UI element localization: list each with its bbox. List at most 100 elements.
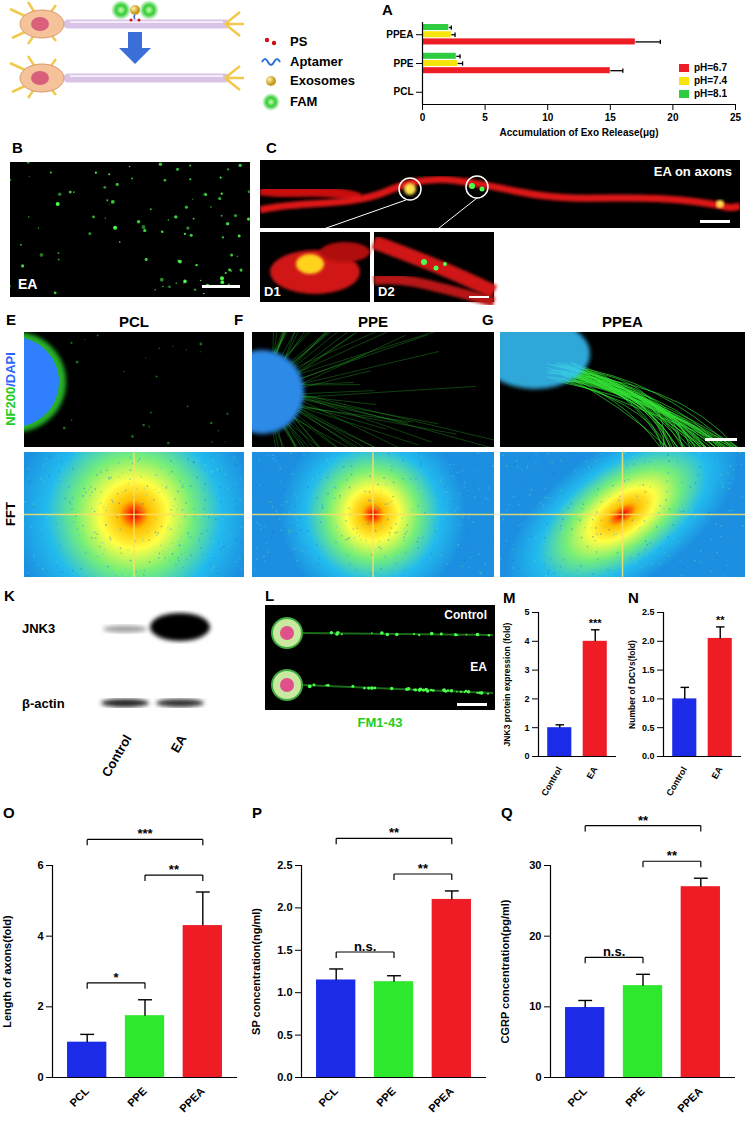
html-text:pH=7.4: pH=7.4 bbox=[693, 75, 727, 86]
svg-text:0.5: 0.5 bbox=[277, 1029, 292, 1041]
svg-text:Control: Control bbox=[539, 765, 564, 798]
svg-text:PCL: PCL bbox=[316, 1085, 340, 1109]
svg-text:PPE: PPE bbox=[125, 1085, 149, 1109]
svg-text:10: 10 bbox=[529, 1000, 541, 1012]
svg-text:PCL: PCL bbox=[394, 86, 414, 97]
svg-text:**: ** bbox=[389, 825, 400, 840]
svg-text:PPEA: PPEA bbox=[177, 1085, 207, 1115]
svg-text:20: 20 bbox=[529, 930, 541, 942]
html-text:K: K bbox=[4, 587, 15, 604]
html-text:FM1-43: FM1-43 bbox=[357, 715, 403, 730]
svg-text:0.5: 0.5 bbox=[642, 723, 655, 733]
svg-text:EA: EA bbox=[18, 276, 37, 292]
html-text:N: N bbox=[628, 589, 639, 606]
svg-text:1.5: 1.5 bbox=[642, 665, 655, 675]
svg-text:**: ** bbox=[418, 861, 429, 876]
svg-text:30: 30 bbox=[529, 859, 541, 871]
svg-text:2.0: 2.0 bbox=[642, 636, 655, 646]
svg-text:***: *** bbox=[589, 617, 603, 629]
html-text:F: F bbox=[234, 311, 244, 328]
svg-text:**: ** bbox=[667, 848, 678, 863]
svg-text:D2: D2 bbox=[378, 284, 395, 299]
html-text:M: M bbox=[503, 589, 516, 606]
svg-text:0: 0 bbox=[37, 1071, 43, 1083]
svg-text:*: * bbox=[114, 970, 120, 985]
svg-text:PPE: PPE bbox=[374, 1085, 398, 1109]
svg-text:n.s.: n.s. bbox=[354, 939, 376, 954]
svg-text:Number of DCVs(fold): Number of DCVs(fold) bbox=[627, 640, 637, 729]
svg-text:EA: EA bbox=[710, 765, 725, 781]
svg-text:FFT: FFT bbox=[3, 502, 18, 526]
svg-text:25: 25 bbox=[730, 112, 742, 123]
html-text:E: E bbox=[6, 311, 16, 328]
svg-text:0.0: 0.0 bbox=[277, 1071, 292, 1083]
svg-text:6: 6 bbox=[37, 859, 43, 871]
html-text:A: A bbox=[382, 1, 393, 18]
svg-text:PS: PS bbox=[290, 34, 308, 49]
svg-text:2.5: 2.5 bbox=[642, 607, 655, 617]
svg-text:20: 20 bbox=[667, 112, 679, 123]
svg-text:FAM: FAM bbox=[290, 94, 317, 109]
svg-text:2.0: 2.0 bbox=[277, 901, 292, 913]
svg-text:Control: Control bbox=[98, 732, 134, 780]
svg-text:D1: D1 bbox=[264, 284, 281, 299]
html-text:G: G bbox=[482, 311, 494, 328]
svg-text:EA: EA bbox=[585, 765, 600, 781]
svg-text:4: 4 bbox=[37, 930, 44, 942]
svg-text:2.5: 2.5 bbox=[277, 859, 292, 871]
svg-text:β-actin: β-actin bbox=[22, 696, 65, 711]
html-text:Q: Q bbox=[501, 804, 513, 821]
html-text:B: B bbox=[12, 139, 23, 156]
svg-text:Accumulation of Exo Release(μg: Accumulation of Exo Release(μg) bbox=[500, 127, 659, 138]
svg-text:Exosomes: Exosomes bbox=[290, 73, 355, 88]
svg-text:PPE: PPE bbox=[393, 58, 413, 69]
svg-text:Length of axons(fold): Length of axons(fold) bbox=[1, 915, 13, 1028]
svg-text:0.0: 0.0 bbox=[642, 751, 655, 761]
svg-text:Aptamer: Aptamer bbox=[290, 54, 343, 69]
svg-text:5: 5 bbox=[482, 112, 488, 123]
svg-text:1: 1 bbox=[524, 723, 529, 733]
svg-text:1.5: 1.5 bbox=[277, 944, 292, 956]
svg-text:**: ** bbox=[716, 614, 725, 626]
svg-text:n.s.: n.s. bbox=[603, 944, 625, 959]
html-text:PPE: PPE bbox=[358, 313, 388, 330]
html-text:O: O bbox=[3, 804, 15, 821]
svg-text:0: 0 bbox=[535, 1071, 541, 1083]
svg-text:2: 2 bbox=[524, 694, 529, 704]
svg-text:EA on axons: EA on axons bbox=[654, 164, 732, 179]
svg-text:3: 3 bbox=[524, 665, 529, 675]
svg-text:EA: EA bbox=[470, 660, 487, 674]
svg-text:PCL: PCL bbox=[565, 1085, 589, 1109]
svg-text:NF200/DAPI: NF200/DAPI bbox=[3, 352, 18, 426]
svg-text:1.0: 1.0 bbox=[642, 694, 655, 704]
svg-text:PCL: PCL bbox=[67, 1085, 91, 1109]
svg-text:PPEA: PPEA bbox=[426, 1085, 456, 1115]
svg-text:***: *** bbox=[137, 826, 153, 841]
svg-text:0: 0 bbox=[524, 751, 529, 761]
svg-text:PPEA: PPEA bbox=[386, 29, 413, 40]
html-text:C: C bbox=[266, 139, 277, 156]
svg-text:10: 10 bbox=[542, 112, 554, 123]
svg-text:0: 0 bbox=[420, 112, 426, 123]
svg-text:1.0: 1.0 bbox=[277, 986, 292, 998]
svg-text:**: ** bbox=[169, 862, 180, 877]
html-text:pH=8.1: pH=8.1 bbox=[693, 88, 727, 99]
html-text:pH=6.7: pH=6.7 bbox=[693, 62, 727, 73]
svg-text:5: 5 bbox=[524, 607, 529, 617]
svg-text:JNK3: JNK3 bbox=[22, 621, 55, 636]
svg-text:**: ** bbox=[638, 813, 649, 828]
svg-text:2: 2 bbox=[37, 1000, 43, 1012]
html-text:L: L bbox=[265, 587, 275, 604]
svg-text:4: 4 bbox=[524, 636, 529, 646]
svg-text:PPEA: PPEA bbox=[675, 1085, 705, 1115]
svg-text:CGRP concentration(pg/ml): CGRP concentration(pg/ml) bbox=[499, 899, 511, 1043]
svg-text:15: 15 bbox=[605, 112, 617, 123]
svg-text:EA: EA bbox=[168, 732, 190, 755]
html-text:PPEA: PPEA bbox=[602, 313, 643, 330]
svg-text:PPE: PPE bbox=[623, 1085, 647, 1109]
svg-text:JNK3 protein expression (fold): JNK3 protein expression (fold) bbox=[502, 622, 512, 746]
html-text:PCL: PCL bbox=[119, 313, 149, 330]
svg-text:Control: Control bbox=[444, 608, 487, 622]
svg-text:Control: Control bbox=[664, 765, 689, 798]
svg-text:SP concentration(ng/ml): SP concentration(ng/ml) bbox=[250, 908, 262, 1035]
